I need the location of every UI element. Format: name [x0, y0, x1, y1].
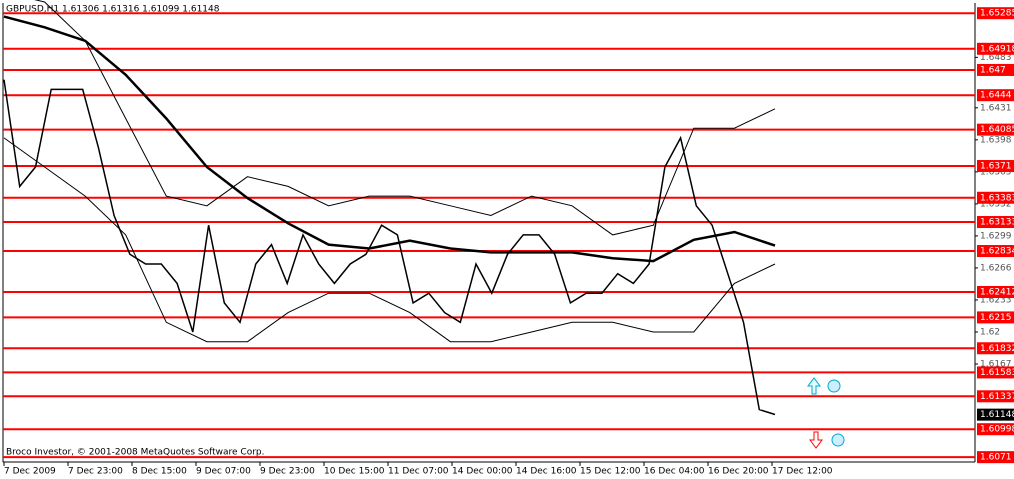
level-label: 1.64918 — [980, 44, 1014, 54]
x-tick-label: 16 Dec 20:00 — [708, 467, 769, 477]
series-line — [3, 137, 776, 343]
level-label-box — [977, 366, 1014, 379]
x-tick-label: 7 Dec 2009 — [4, 467, 56, 477]
x-tick-label: 14 Dec 00:00 — [452, 467, 513, 477]
y-tick-label: 1.6398 — [980, 135, 1012, 145]
series-line — [34, 0, 776, 236]
level-label-box — [977, 245, 1014, 258]
level-label-box — [977, 311, 1014, 324]
x-tick-label: 15 Dec 12:00 — [580, 467, 641, 477]
level-label: 1.61583 — [980, 368, 1014, 378]
level-label: 1.62834 — [980, 247, 1014, 257]
level-label: 1.647 — [980, 65, 1006, 75]
level-label: 1.6071 — [980, 453, 1012, 463]
level-label-box — [977, 7, 1014, 20]
level-label-box — [977, 160, 1014, 173]
level-label-box — [977, 191, 1014, 204]
level-label-box — [977, 451, 1014, 464]
x-tick-label: 10 Dec 15:00 — [324, 467, 385, 477]
x-tick-label: 7 Dec 23:00 — [68, 467, 123, 477]
y-tick-label: 1.6266 — [980, 263, 1012, 273]
level-label-box — [977, 63, 1014, 76]
level-label-box — [977, 285, 1014, 298]
y-tick-label: 1.62 — [980, 327, 1000, 337]
y-tick-label: 1.6167 — [980, 359, 1012, 369]
y-tick-label: 1.6431 — [980, 103, 1012, 113]
level-label: 1.61337 — [980, 392, 1014, 402]
footer: Broco Investor, © 2001-2008 MetaQuotes S… — [6, 448, 265, 458]
level-label: 1.6444 — [980, 91, 1012, 101]
current-price-box — [977, 408, 1014, 421]
level-label-box — [977, 89, 1014, 102]
sell-arrow — [809, 431, 845, 449]
level-label: 1.6371 — [980, 162, 1012, 172]
level-label: 1.6215 — [980, 313, 1012, 323]
chart-title: GBPUSD,H1 1.61306 1.61316 1.61099 1.6114… — [6, 5, 220, 15]
level-label-box — [977, 42, 1014, 55]
level-label: 1.63133 — [980, 218, 1014, 228]
x-tick-label: 17 Dec 12:00 — [772, 467, 833, 477]
y-tick-label: 1.6233 — [980, 295, 1012, 305]
level-label: 1.60998 — [980, 425, 1014, 435]
level-label: 1.61832 — [980, 344, 1014, 354]
y-tick-label: 1.6299 — [980, 231, 1012, 241]
current-price-label: 1.61148 — [980, 410, 1014, 420]
x-tick-label: 9 Dec 07:00 — [196, 467, 251, 477]
series-line — [3, 79, 776, 416]
x-tick-label: 8 Dec 15:00 — [132, 467, 187, 477]
x-tick-label: 16 Dec 04:00 — [644, 467, 705, 477]
x-tick-label: 11 Dec 07:00 — [388, 467, 449, 477]
buy-arrow — [807, 377, 841, 395]
level-label-box — [977, 216, 1014, 229]
level-label-box — [977, 390, 1014, 403]
y-tick-label: 1.6365 — [980, 167, 1012, 177]
level-label: 1.65285 — [980, 9, 1014, 19]
level-label: 1.64085 — [980, 125, 1014, 135]
level-label-box — [977, 423, 1014, 436]
series-line — [3, 15, 776, 263]
level-label: 1.62412 — [980, 287, 1014, 297]
y-tick-label: 1.6332 — [980, 199, 1012, 209]
y-tick-label: 1.6483 — [980, 53, 1012, 63]
x-tick-label: 9 Dec 23:00 — [260, 467, 315, 477]
level-label-box — [977, 123, 1014, 136]
level-label-box — [977, 342, 1014, 355]
x-tick-label: 14 Dec 16:00 — [516, 467, 577, 477]
level-label: 1.63383 — [980, 193, 1014, 203]
